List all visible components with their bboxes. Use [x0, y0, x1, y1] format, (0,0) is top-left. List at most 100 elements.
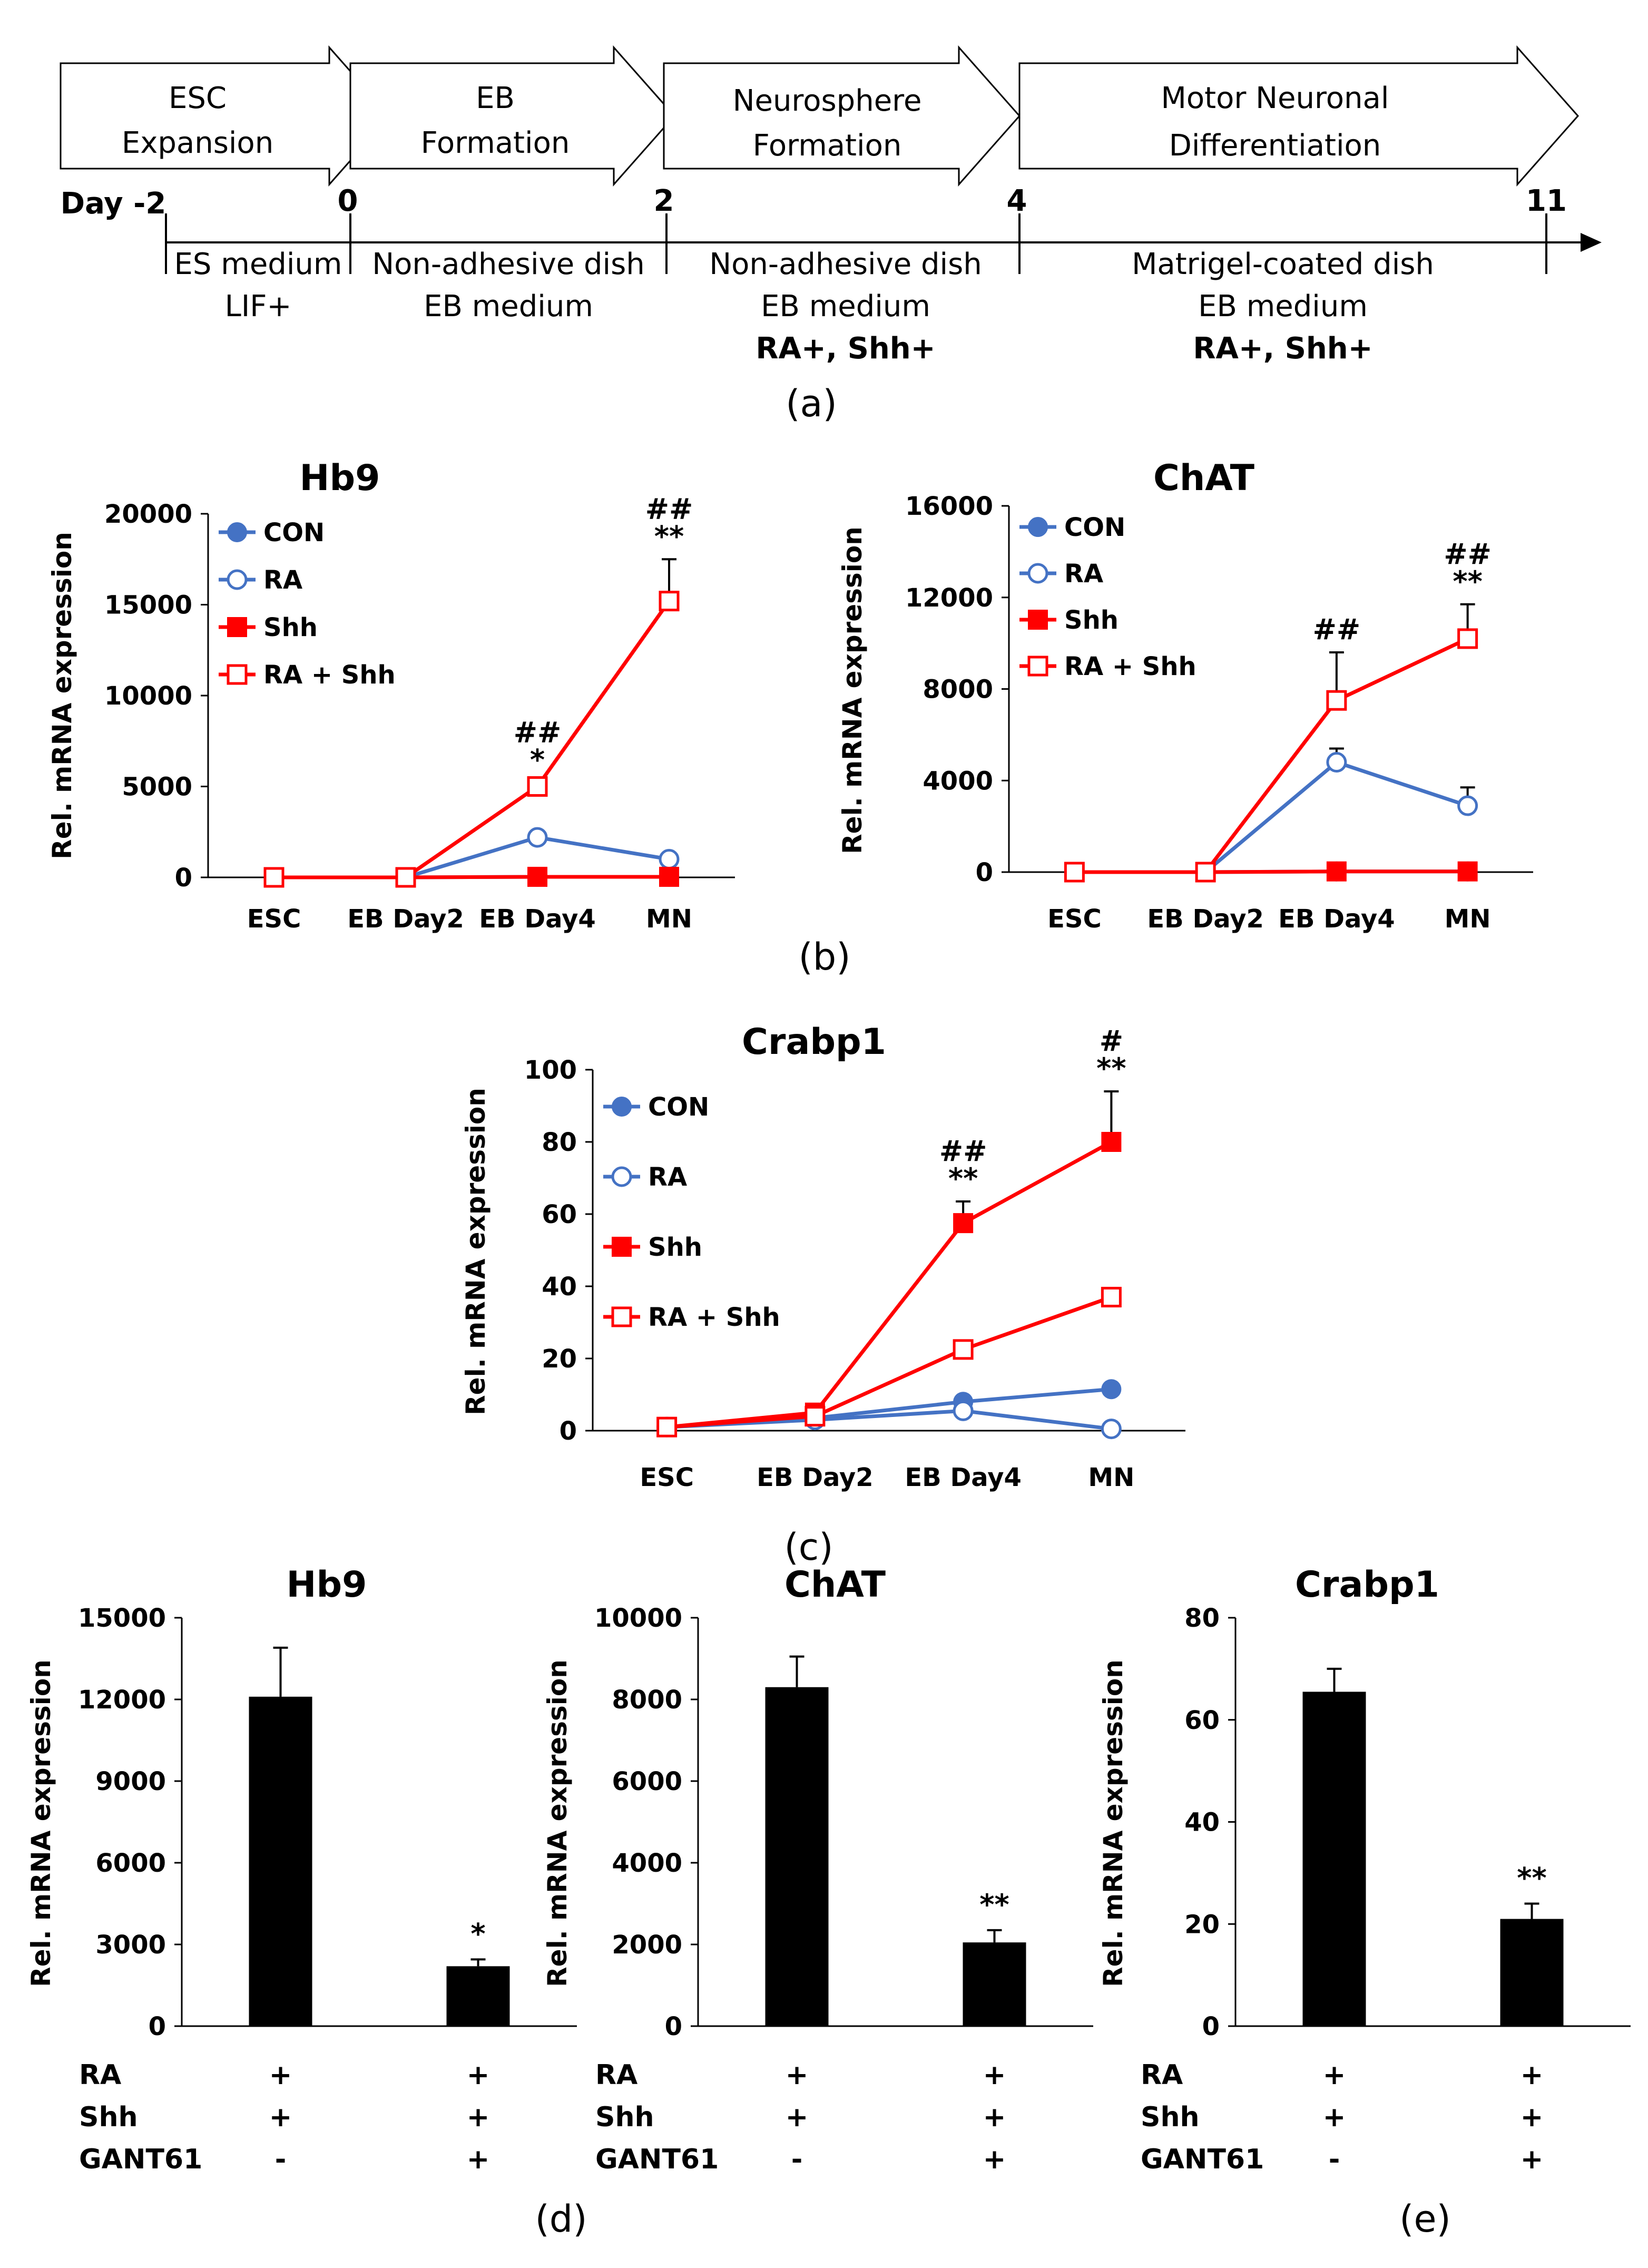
crabp1-bar-sig-1: **: [1517, 1862, 1546, 1895]
chat-bar-cond-ra-0: +: [786, 2059, 809, 2091]
chat-bar-cond-gant61-0: -: [791, 2144, 803, 2175]
chat-line-legend-label-ra-shh: RA + Shh: [1064, 652, 1196, 681]
hb9-line-point-ra-shh-1: [395, 867, 416, 888]
crabp1-line-ytick-label-0: 0: [560, 1416, 577, 1446]
chat-bar-bar-1: [963, 1942, 1026, 2026]
day-label-minus2: Day -2: [61, 187, 166, 221]
crabp1-line-legend-marker-ra: [611, 1166, 632, 1187]
crabp1-bar-cond-shh-0: +: [1323, 2101, 1346, 2133]
chat-line-point-shh-3: [1457, 861, 1478, 882]
chat-bar-ytick-label-4: 8000: [612, 1685, 682, 1715]
crabp1-bar-cond-label-shh: Shh: [1141, 2101, 1200, 2133]
hb9-line-legend-label-shh: Shh: [263, 613, 318, 642]
crabp1-line-point-ra-3: [1101, 1419, 1122, 1440]
chat-line-point-ra-3: [1457, 795, 1478, 816]
hb9-line-point-ra-shh-3: [659, 591, 680, 612]
stage-2-line1: EB: [476, 81, 515, 115]
hb9-bar-ytick-label-4: 12000: [78, 1685, 166, 1715]
day-label-0: 0: [338, 184, 358, 218]
chat-line-point-ra-shh-1: [1195, 862, 1216, 883]
crabp1-bar-cond-label-gant61: GANT61: [1141, 2144, 1264, 2175]
crabp1-bar-cond-ra-0: +: [1323, 2059, 1346, 2091]
day-label-2: 2: [654, 184, 674, 218]
crabp1-bar-cond-gant61-0: -: [1329, 2144, 1340, 2175]
chat-line-sig-1-1: **: [1453, 565, 1482, 598]
stage-1-line2: Expansion: [122, 126, 273, 160]
crabp1-line-legend-label-con: CON: [648, 1092, 709, 1122]
hb9-bar-sig-1: *: [470, 1917, 485, 1950]
hb9-line-line-ra-shh: [274, 600, 671, 879]
stage-3-line1: Neurosphere: [733, 84, 922, 118]
chat-line-sig-1-0: ##: [1444, 537, 1492, 571]
stage-arrow-neurosphere: [663, 45, 1021, 187]
stage-arrow-mn: [1018, 45, 1580, 187]
hb9-line-ytick-label-3: 15000: [104, 591, 192, 620]
hb9-line-xtick-esc: ESC: [247, 904, 301, 934]
crabp1-line-xtick-mn: MN: [1088, 1463, 1134, 1492]
panel-label-d: (d): [535, 2197, 587, 2241]
chat-line-ytick-label-1: 4000: [923, 766, 993, 796]
hb9-line-ytick-label-1: 5000: [122, 773, 192, 802]
hb9-bar-bar-0: [249, 1696, 312, 2026]
crabp1-line-ytick-label-1: 20: [542, 1344, 577, 1374]
panel-label-c: (c): [784, 1526, 833, 1569]
chat-line-legend-label-con: CON: [1064, 513, 1125, 542]
chat-bar-cond-label-gant61: GANT61: [595, 2144, 719, 2175]
chat-line-xtick-eb-day2: EB Day2: [1147, 904, 1264, 934]
chat-bar-cond-label-ra: RA: [595, 2059, 637, 2091]
chat-line-legend-label-shh: Shh: [1064, 605, 1119, 635]
chart-hb9-line: Hb9 Rel. mRNA expression 0 5000 10000 15000 20…: [47, 457, 735, 934]
crabp1-bar-ytick-label-3: 60: [1184, 1706, 1220, 1735]
hb9-line-legend-marker-ra-shh: [227, 664, 248, 685]
crabp1-bar-ytick-label-1: 20: [1184, 1910, 1220, 1939]
hb9-line-title: Hb9: [300, 457, 380, 499]
crabp1-line-point-ra-shh-1: [805, 1406, 826, 1427]
hb9-line-sig-1-0: ##: [645, 492, 693, 525]
chart-chat-line: ChAT Rel. mRNA expression 0 4000 8000 12000 16…: [837, 457, 1533, 934]
crabp1-line-legend-marker-shh: [612, 1237, 632, 1257]
cond-3-line2: EB medium: [761, 289, 930, 324]
chat-line-xtick-eb-day4: EB Day4: [1278, 904, 1395, 934]
chat-bar-cond-shh-0: +: [786, 2101, 809, 2133]
chart-hb9-bar: Hb9 Rel. mRNA expression 0 3000 6000 9000 1200…: [26, 1564, 577, 2175]
crabp1-line-point-ra-2: [953, 1400, 974, 1421]
chat-bar-title: ChAT: [784, 1564, 886, 1606]
crabp1-bar-ylabel: Rel. mRNA expression: [1098, 1659, 1129, 1987]
chart-chat-bar: ChAT Rel. mRNA expression 0 2000 4000 6000 800…: [542, 1564, 1093, 2175]
crabp1-bar-ytick-label-0: 0: [1202, 2012, 1220, 2041]
chat-line-title: ChAT: [1153, 457, 1255, 499]
chat-line-xtick-mn: MN: [1445, 904, 1491, 934]
cond-1-line1: ES medium: [174, 247, 342, 281]
hb9-line-point-ra-2: [527, 827, 548, 848]
crabp1-bar-cond-gant61-1: +: [1521, 2144, 1544, 2175]
crabp1-line-xtick-eb-day2: EB Day2: [757, 1463, 874, 1492]
hb9-bar-cond-label-gant61: GANT61: [79, 2144, 202, 2175]
hb9-line-legend-marker-con: [227, 522, 247, 542]
stage-3-line2: Formation: [753, 129, 902, 163]
crabp1-bar-ytick-label-2: 40: [1184, 1808, 1220, 1837]
crabp1-line-point-shh-2: [953, 1213, 974, 1234]
panel-label-b: (b): [798, 935, 850, 979]
crabp1-line-sig-1-1: **: [1096, 1052, 1126, 1085]
crabp1-line-line-ra-shh: [666, 1295, 1112, 1429]
crabp1-line-xtick-esc: ESC: [640, 1463, 694, 1492]
crabp1-line-ytick-label-2: 40: [542, 1272, 577, 1302]
hb9-line-point-shh-2: [527, 866, 547, 887]
crabp1-line-sig-0-1: **: [948, 1162, 978, 1195]
hb9-line-legend-label-ra: RA: [263, 565, 302, 595]
hb9-bar-cond-shh-0: +: [269, 2101, 292, 2133]
timeline-arrowhead: [1581, 233, 1602, 252]
crabp1-line-ytick-label-5: 100: [524, 1055, 577, 1085]
crabp1-line-point-ra-shh-2: [953, 1339, 974, 1360]
hb9-line-point-ra-shh-0: [263, 867, 285, 888]
cond-4-line1: Matrigel-coated dish: [1132, 247, 1434, 281]
crabp1-bar-cond-ra-1: +: [1521, 2059, 1544, 2091]
chat-line-ylabel: Rel. mRNA expression: [837, 526, 868, 854]
hb9-line-xtick-eb-day2: EB Day2: [347, 904, 464, 934]
crabp1-line-ytick-label-3: 60: [542, 1200, 577, 1229]
hb9-bar-ytick-label-3: 9000: [95, 1767, 166, 1796]
chat-bar-cond-label-shh: Shh: [595, 2101, 654, 2133]
chat-bar-bar-0: [765, 1687, 829, 2026]
day-label-4: 4: [1007, 184, 1027, 218]
